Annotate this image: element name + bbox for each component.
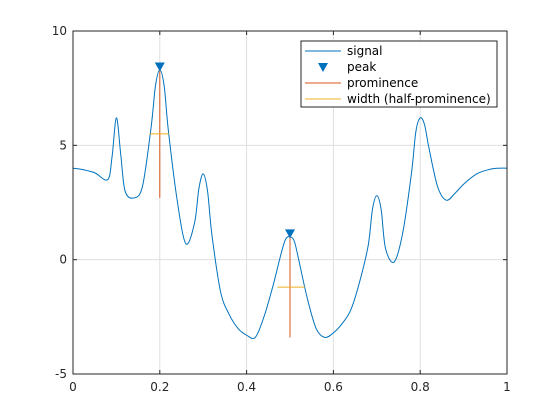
- legend-label: width (half-prominence): [347, 92, 491, 106]
- x-tick-label: 0.8: [411, 380, 430, 394]
- legend: signal peak prominence width (half-prominen…: [300, 40, 498, 108]
- legend-box: [300, 40, 498, 108]
- y-tick-label: -5: [55, 367, 67, 381]
- x-tick-label: 0.2: [150, 380, 169, 394]
- legend-label: peak: [347, 60, 376, 74]
- x-tick-label: 1: [503, 380, 511, 394]
- y-tick-label: 0: [59, 253, 67, 267]
- signal-line: [72, 69, 508, 340]
- legend-label: signal: [347, 44, 383, 58]
- x-tick-label: 0.6: [324, 380, 343, 394]
- data-layer: [72, 62, 508, 340]
- peak-marker: [285, 229, 295, 239]
- x-tick-label: 0: [69, 380, 77, 394]
- x-tick-label: 0.4: [237, 380, 256, 394]
- y-tick-label: 5: [59, 138, 67, 152]
- peak-marker: [154, 62, 165, 72]
- y-tick-label: 10: [52, 24, 67, 38]
- legend-label: prominence: [347, 76, 418, 90]
- axes-box: [72, 30, 508, 375]
- legend-swatch-peak: [318, 63, 328, 72]
